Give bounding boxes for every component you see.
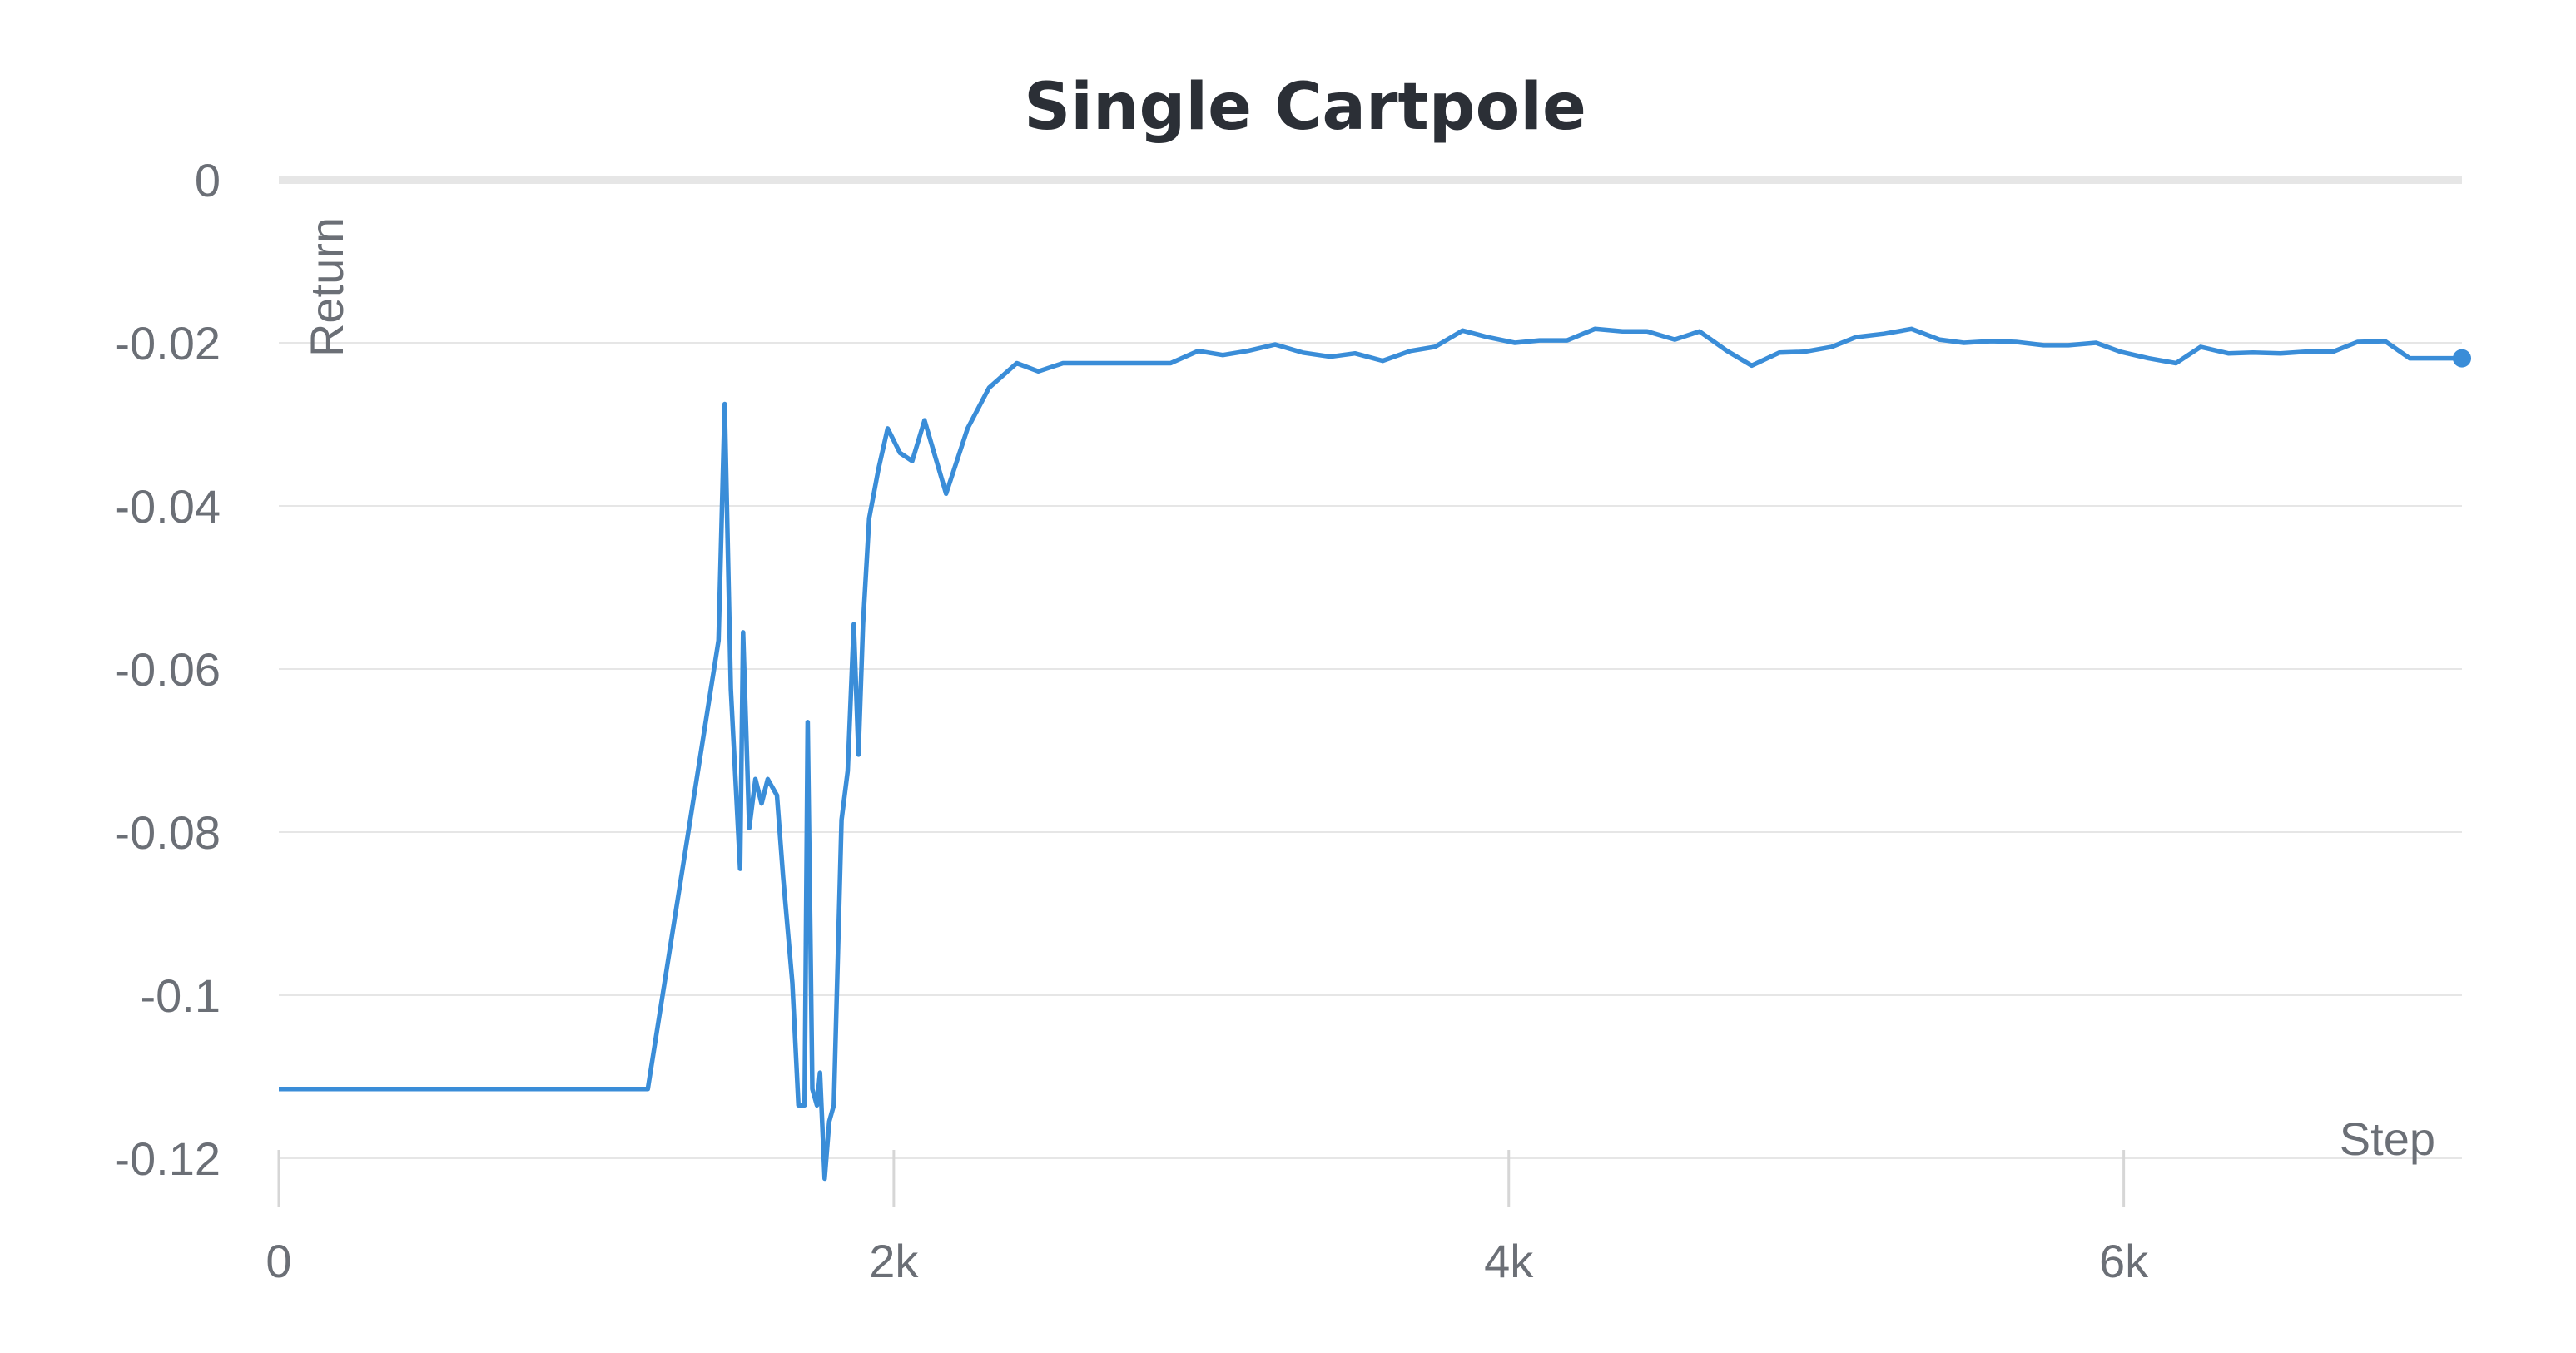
x-tick-label: 0: [266, 1235, 291, 1287]
x-axis-label: Step: [2340, 1113, 2435, 1165]
y-tick-label: -0.1: [141, 969, 221, 1022]
y-tick-label: -0.06: [114, 643, 221, 696]
y-tick-label: -0.02: [114, 317, 221, 369]
y-axis-label: Return: [300, 217, 353, 357]
series-layer: [279, 326, 2471, 1182]
y-axis-ticks: 0 -0.02 -0.04 -0.06 -0.08 -0.1 -0.12: [114, 154, 221, 1185]
series-line-0: [279, 326, 2462, 1182]
y-tick-label: -0.04: [114, 480, 221, 533]
x-tick-label: 4k: [1484, 1235, 1534, 1287]
grid-lines: [279, 176, 2462, 1159]
y-tick-label: 0: [195, 154, 221, 206]
chart-title: Single Cartpole: [1024, 70, 1586, 145]
x-axis-ticks: 0 2k 4k 6k: [266, 1150, 2149, 1287]
x-tick-label: 6k: [2099, 1235, 2149, 1287]
y-tick-label: -0.12: [114, 1132, 221, 1185]
y-tick-label: -0.08: [114, 806, 221, 859]
series-end-point[interactable]: [2453, 349, 2471, 368]
x-tick-label: 2k: [869, 1235, 919, 1287]
